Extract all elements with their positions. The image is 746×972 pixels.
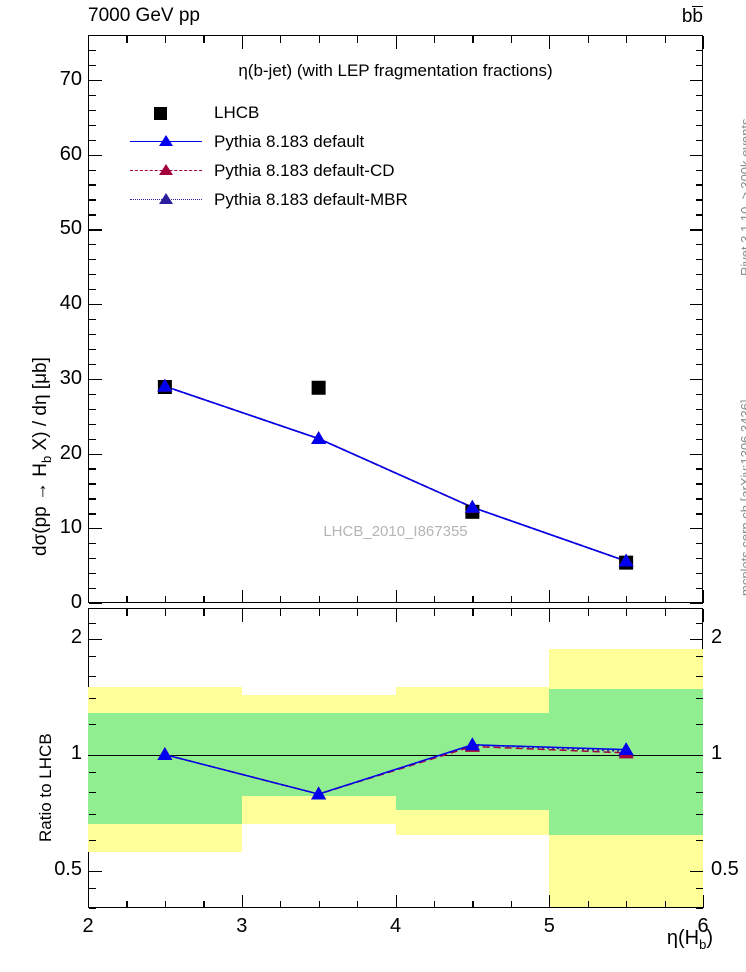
y-tick-label-ratio-right: 1 — [711, 741, 723, 764]
y-tick-label-ratio: 2 — [70, 625, 82, 648]
beam-energy-label: 7000 GeV pp — [88, 5, 200, 26]
y-tick-main-right — [690, 603, 703, 605]
rivet-credit: Rivet 3.1.10, ≥ 300k events — [724, 40, 746, 280]
x-tick-ratio-top — [703, 609, 705, 622]
legend-key-default — [130, 127, 202, 156]
legend-label-default: Pythia 8.183 default — [214, 132, 365, 151]
y-tick-main — [89, 603, 102, 605]
y-tick-label-ratio: 0.5 — [54, 857, 82, 880]
page-title: η(b-jet) (with LEP fragmentation fractio… — [238, 61, 553, 80]
y-tick-label-main: 70 — [59, 67, 82, 90]
process-b: b — [681, 6, 693, 27]
y-tick-label-ratio-right: 0.5 — [711, 857, 739, 880]
process-label: bb — [682, 6, 703, 26]
mcplots-credit-text: mcplots.cern.ch [arXiv:1306.3436] — [738, 399, 746, 596]
legend-key-lhcb — [130, 98, 202, 127]
triangle-marker-icon — [159, 164, 173, 175]
x-tick-main-top — [703, 36, 705, 49]
y-axis-title-main: dσ(pp → Hb X) / dη [μb] — [6, 40, 54, 560]
x-tick-main-bottom — [703, 590, 705, 603]
y-tick-label-main: 40 — [59, 292, 82, 315]
y-axis-title-main-text: dσ(pp → Hb X) / dη [μb] — [30, 357, 54, 556]
mcplots-credit: mcplots.cern.ch [arXiv:1306.3436] — [724, 320, 746, 600]
triangle-marker-icon — [159, 135, 173, 146]
x-tick-label: 5 — [543, 915, 555, 937]
legend-label-mbr: Pythia 8.183 default-MBR — [214, 190, 408, 209]
legend-label-cd: Pythia 8.183 default-CD — [214, 161, 395, 180]
y-tick-ratio-right — [696, 908, 703, 910]
x-axis-title: η(Hb) — [666, 927, 713, 952]
y-axis-title-ratio: Ratio to LHCB — [14, 660, 55, 860]
legend-label-lhcb: LHCB — [214, 103, 260, 122]
x-tick-label: 4 — [389, 915, 402, 937]
y-tick-label-main: 0 — [70, 591, 82, 613]
ratio-plot-panel — [88, 608, 703, 908]
analysis-watermark: LHCB_2010_I867355 — [323, 523, 468, 540]
legend-key-mbr — [130, 185, 202, 214]
y-tick-label-main: 60 — [59, 142, 82, 165]
y-tick-ratio — [89, 908, 96, 910]
y-tick-label-main: 50 — [59, 217, 82, 240]
y-axis-title-ratio-text: Ratio to LHCB — [36, 733, 55, 842]
rivet-credit-text: Rivet 3.1.10, ≥ 300k events — [738, 118, 746, 276]
process-bbar: b — [692, 6, 703, 27]
x-tick-label: 3 — [236, 915, 248, 937]
square-marker-icon — [154, 107, 167, 120]
legend-key-cd — [130, 156, 202, 185]
y-tick-label-ratio-right: 2 — [711, 625, 723, 648]
x-tick-ratio-bottom — [703, 895, 705, 908]
x-tick-label: 2 — [82, 915, 94, 937]
triangle-marker-icon — [159, 193, 173, 204]
